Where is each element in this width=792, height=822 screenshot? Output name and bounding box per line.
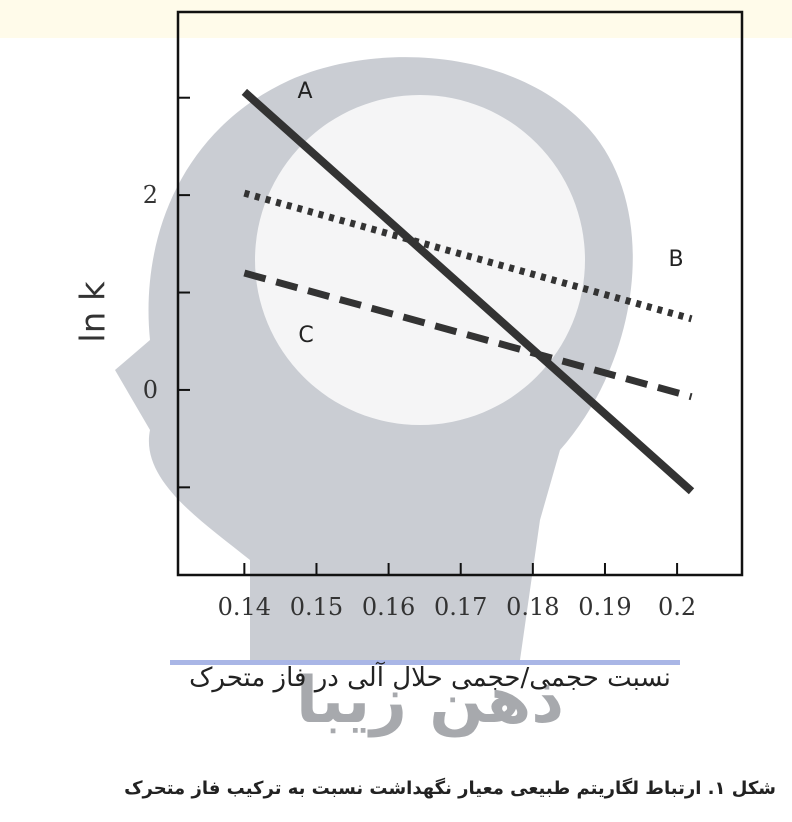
x-tick-label: 0.15 [290, 593, 343, 621]
watermark: ذهن زیبا [296, 664, 564, 738]
series-label: B [668, 247, 683, 272]
x-tick-label: 0.17 [434, 593, 487, 621]
y-axis-label: ln k [74, 281, 114, 343]
x-tick-label: 0.2 [658, 593, 696, 621]
x-tick-label: 0.16 [362, 593, 415, 621]
series-line [243, 269, 693, 401]
top-band [0, 0, 792, 38]
y-tick-label: 2 [143, 181, 158, 209]
y-tick-label: 0 [143, 376, 158, 404]
x-tick-label: 0.19 [578, 593, 631, 621]
series-label: A [297, 79, 312, 104]
series-label: C [298, 323, 313, 348]
underline [170, 660, 680, 665]
series-line [243, 189, 693, 323]
x-tick-label: 0.14 [218, 593, 271, 621]
caption: شکل ۱. ارتباط لگاریتم طبیعی معیار نگهداش… [124, 777, 776, 799]
x-axis-label: نسبت حجمی/حجمی حلال آلی در فاز متحرک [189, 661, 671, 693]
x-tick-label: 0.18 [506, 593, 559, 621]
series-line [241, 88, 695, 495]
